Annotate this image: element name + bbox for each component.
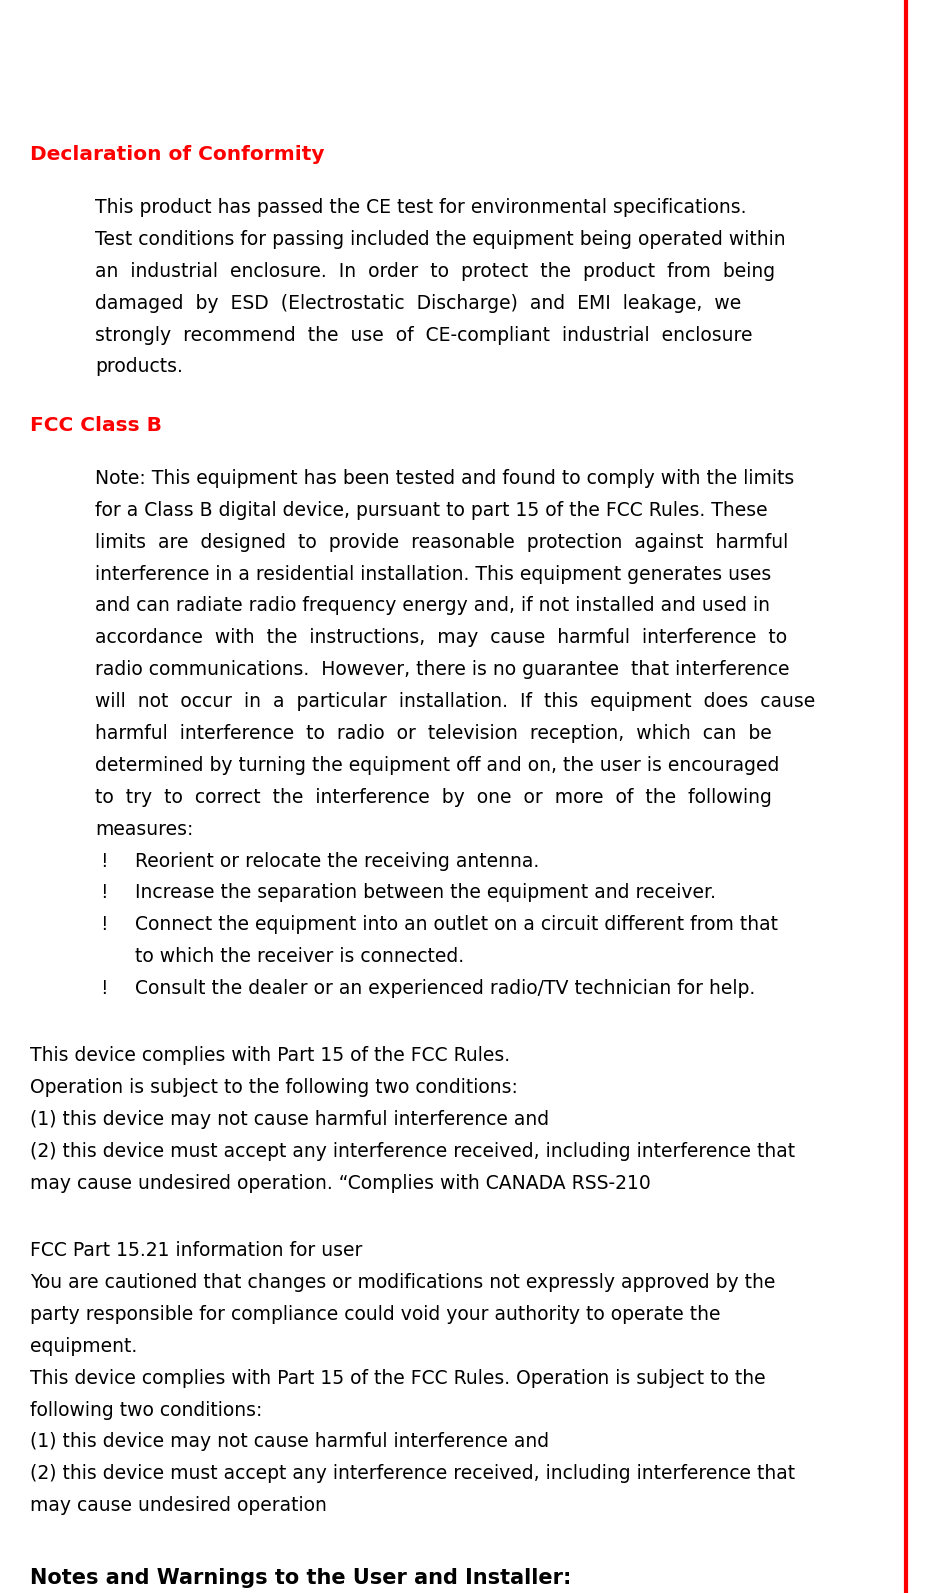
Text: (1) this device may not cause harmful interference and: (1) this device may not cause harmful in… [30, 1110, 549, 1129]
Text: radio communications.  However, there is no guarantee  that interference: radio communications. However, there is … [95, 660, 790, 679]
Text: (2) this device must accept any interference received, including interference th: (2) this device must accept any interfer… [30, 1464, 796, 1483]
Text: (1) this device may not cause harmful interference and: (1) this device may not cause harmful in… [30, 1432, 549, 1451]
Text: !: ! [100, 916, 107, 935]
Text: may cause undesired operation: may cause undesired operation [30, 1496, 327, 1515]
Text: You are cautioned that changes or modifications not expressly approved by the: You are cautioned that changes or modifi… [30, 1273, 775, 1292]
Text: equipment.: equipment. [30, 1337, 137, 1356]
Text: interference in a residential installation. This equipment generates uses: interference in a residential installati… [95, 564, 771, 583]
Text: !: ! [100, 884, 107, 903]
Text: FCC Class B: FCC Class B [30, 416, 162, 435]
Text: for a Class B digital device, pursuant to part 15 of the FCC Rules. These: for a Class B digital device, pursuant t… [95, 500, 768, 519]
Text: and can radiate radio frequency energy and, if not installed and used in: and can radiate radio frequency energy a… [95, 596, 770, 615]
Text: Increase the separation between the equipment and receiver.: Increase the separation between the equi… [135, 884, 716, 903]
Text: Operation is subject to the following two conditions:: Operation is subject to the following tw… [30, 1078, 518, 1098]
Text: harmful  interference  to  radio  or  television  reception,  which  can  be: harmful interference to radio or televis… [95, 723, 771, 742]
Text: Reorient or relocate the receiving antenna.: Reorient or relocate the receiving anten… [135, 852, 539, 871]
Text: FCC Part 15.21 information for user: FCC Part 15.21 information for user [30, 1241, 363, 1260]
Text: following two conditions:: following two conditions: [30, 1400, 263, 1419]
Text: to  try  to  correct  the  interference  by  one  or  more  of  the  following: to try to correct the interference by on… [95, 789, 771, 806]
Text: !: ! [100, 852, 107, 871]
Text: Declaration of Conformity: Declaration of Conformity [30, 145, 325, 164]
Text: !: ! [100, 980, 107, 999]
Text: party responsible for compliance could void your authority to operate the: party responsible for compliance could v… [30, 1305, 721, 1324]
Text: accordance  with  the  instructions,  may  cause  harmful  interference  to: accordance with the instructions, may ca… [95, 628, 787, 647]
Text: may cause undesired operation. “Complies with CANADA RSS-210: may cause undesired operation. “Complies… [30, 1174, 651, 1193]
Text: Connect the equipment into an outlet on a circuit different from that: Connect the equipment into an outlet on … [135, 916, 778, 935]
Text: will  not  occur  in  a  particular  installation.  If  this  equipment  does  c: will not occur in a particular installat… [95, 691, 815, 710]
Text: This product has passed the CE test for environmental specifications.: This product has passed the CE test for … [95, 198, 746, 217]
Text: to which the receiver is connected.: to which the receiver is connected. [135, 948, 464, 967]
Text: determined by turning the equipment off and on, the user is encouraged: determined by turning the equipment off … [95, 757, 780, 774]
Text: limits  are  designed  to  provide  reasonable  protection  against  harmful: limits are designed to provide reasonabl… [95, 532, 788, 551]
Text: an  industrial  enclosure.  In  order  to  protect  the  product  from  being: an industrial enclosure. In order to pro… [95, 261, 775, 280]
Text: strongly  recommend  the  use  of  CE-compliant  industrial  enclosure: strongly recommend the use of CE-complia… [95, 325, 753, 344]
Text: Test conditions for passing included the equipment being operated within: Test conditions for passing included the… [95, 229, 785, 249]
Text: (2) this device must accept any interference received, including interference th: (2) this device must accept any interfer… [30, 1142, 796, 1161]
Text: damaged  by  ESD  (Electrostatic  Discharge)  and  EMI  leakage,  we: damaged by ESD (Electrostatic Discharge)… [95, 293, 741, 312]
Text: This device complies with Part 15 of the FCC Rules. Operation is subject to the: This device complies with Part 15 of the… [30, 1368, 766, 1388]
Text: Consult the dealer or an experienced radio/TV technician for help.: Consult the dealer or an experienced rad… [135, 980, 755, 999]
Text: This device complies with Part 15 of the FCC Rules.: This device complies with Part 15 of the… [30, 1047, 510, 1066]
Text: measures:: measures: [95, 820, 193, 838]
Text: Note: This equipment has been tested and found to comply with the limits: Note: This equipment has been tested and… [95, 468, 795, 487]
Text: Notes and Warnings to the User and Installer:: Notes and Warnings to the User and Insta… [30, 1568, 572, 1588]
Text: products.: products. [95, 357, 183, 376]
